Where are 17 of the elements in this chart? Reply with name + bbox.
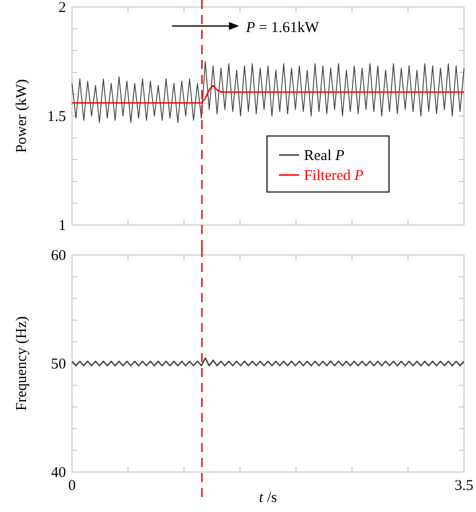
x-tick-label: 0 <box>68 478 76 494</box>
y-tick-label: 50 <box>51 356 66 372</box>
legend-label: Filtered P <box>304 168 364 184</box>
x-tick-label: 3.5 <box>454 478 474 494</box>
line-series <box>71 84 465 104</box>
y-tick-label: 1.5 <box>47 109 66 125</box>
x-axis-title: t /s <box>259 490 278 506</box>
legend-label: Real P <box>304 148 344 164</box>
y-tick-label: 40 <box>51 465 66 481</box>
y-axis-title: Frequency (Hz) <box>14 316 30 411</box>
y-tick-label: 60 <box>51 248 66 264</box>
annotation: P = 1.61kW <box>245 20 320 36</box>
y-tick-label: 1 <box>58 218 66 234</box>
line-series <box>71 357 465 366</box>
y-axis-title: Power (kW) <box>14 79 30 153</box>
line-series <box>72 61 464 123</box>
y-tick-label: 2 <box>58 0 66 16</box>
